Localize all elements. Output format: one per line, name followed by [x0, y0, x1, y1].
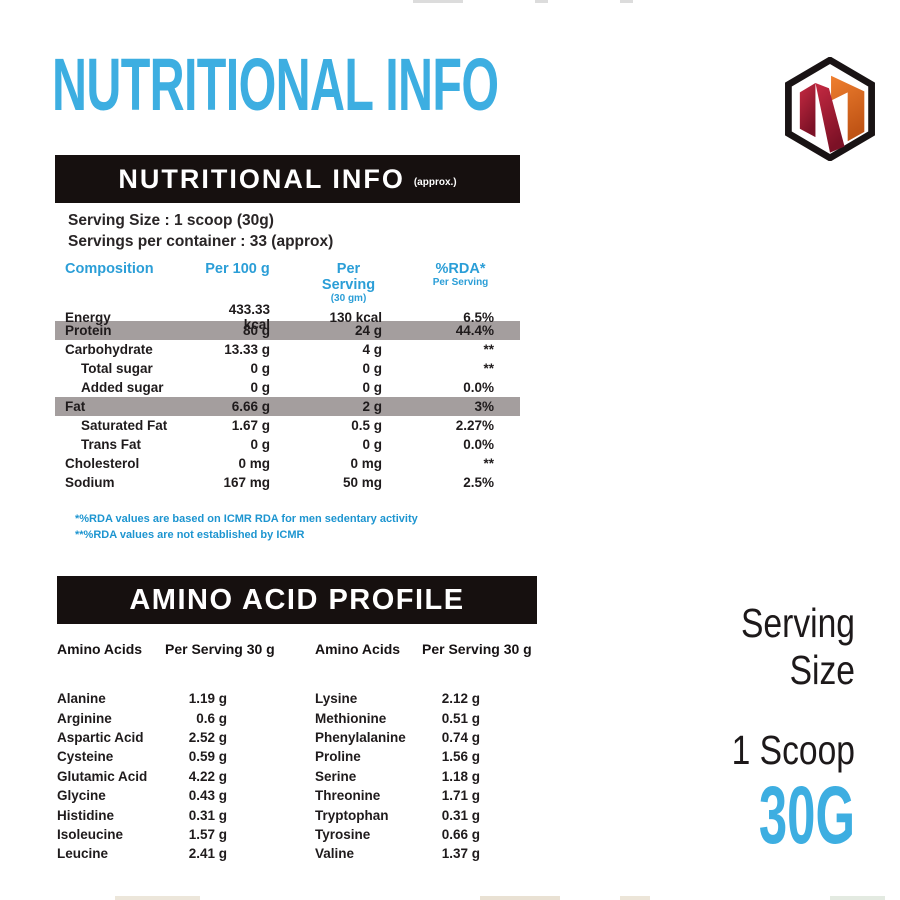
amino-row: Leucine 2.41 g [57, 846, 227, 862]
col-per-100g: Per 100 g [205, 261, 270, 277]
table-row-added-sugar: Added sugar 0 g 0 g 0.0% [81, 380, 494, 395]
footnote-1: *%RDA values are based on ICMR RDA for m… [75, 513, 418, 525]
amino-row: Isoleucine 1.57 g [57, 826, 227, 842]
edge-artifact [480, 896, 560, 900]
amino-row: Serine 1.18 g [315, 768, 480, 784]
amino-row: Arginine 0.6 g [57, 710, 227, 726]
edge-artifact [115, 896, 200, 900]
amino-row: Methionine 0.51 g [315, 710, 480, 726]
callout-weight: 30G [758, 770, 855, 861]
amino-row: Glutamic Acid 4.22 g [57, 768, 227, 784]
table-row-cholesterol: Cholesterol 0 mg 0 mg ** [65, 456, 494, 471]
servings-per-container-line: Servings per container : 33 (approx) [68, 232, 334, 250]
amino-row: Glycine 0.43 g [57, 788, 227, 804]
table-row-sodium: Sodium 167 mg 50 mg 2.5% [65, 475, 494, 490]
col-rda-sub: Per Serving [432, 277, 489, 288]
per-serving-label: Per Serving 30 g [422, 641, 532, 657]
table-row-protein: Protein 80 g 24 g 44.4% [55, 321, 520, 340]
hexagon-n-logo [778, 56, 882, 162]
amino-row: Threonine 1.71 g [315, 788, 480, 804]
amino-acid-header-bar: AMINO ACID PROFILE [57, 576, 537, 624]
edge-artifact [413, 0, 463, 3]
amino-row: Proline 1.56 g [315, 749, 480, 765]
edge-artifact [535, 0, 548, 3]
amino-row: Valine 1.37 g [315, 846, 480, 862]
amino-acids-label: Amino Acids [57, 641, 143, 657]
amino-row: Histidine 0.31 g [57, 807, 227, 823]
nutrition-table-header: Composition Per 100 g Per Serving (30 gm… [55, 261, 520, 304]
col-per-serving: Per Serving (30 gm) [315, 261, 427, 304]
table-row-energy: Energy 433.33 kcal 130 kcal 6.5% [65, 302, 494, 332]
amino-right-list: Lysine 2.12 g Methionine 0.51 g Phenylalan… [315, 689, 537, 864]
rda-footnotes: *%RDA values are based on ICMR RDA for m… [75, 512, 418, 543]
amino-left-list: Alanine 1.19 g Arginine 0.6 g Aspartic Aci… [57, 689, 295, 864]
callout-size: Size [789, 647, 855, 693]
edge-artifact [620, 896, 650, 900]
approx-note: (approx.) [413, 177, 457, 188]
amino-acid-header-title: AMINO ACID PROFILE [129, 583, 465, 616]
amino-row: Tyrosine 0.66 g [315, 826, 480, 842]
serving-size-callout: Serving Size 1 Scoop 30G [700, 600, 855, 861]
callout-serving: Serving [741, 600, 855, 646]
per-serving-label: Per Serving 30 g [165, 641, 275, 657]
amino-table-right: Amino Acids Per Serving 30 g Lysine 2.12 … [315, 641, 537, 864]
serving-size-line: Serving Size : 1 scoop (30g) [68, 212, 274, 229]
table-row-trans-fat: Trans Fat 0 g 0 g 0.0% [81, 437, 494, 452]
table-row-saturated-fat: Saturated Fat 1.67 g 0.5 g 2.27% [81, 418, 494, 433]
page-title: NUTRITIONAL INFO [52, 43, 499, 126]
amino-left-header: Amino Acids Per Serving 30 g [57, 641, 295, 657]
amino-acids-label: Amino Acids [315, 641, 401, 657]
table-row-total-sugar: Total sugar 0 g 0 g ** [81, 361, 494, 376]
callout-scoop: 1 Scoop [731, 727, 855, 773]
amino-row: Alanine 1.19 g [57, 691, 227, 707]
amino-row: Lysine 2.12 g [315, 691, 480, 707]
col-composition: Composition [65, 261, 154, 277]
nutrition-table: Composition Per 100 g Per Serving (30 gm… [55, 261, 520, 492]
table-row-fat: Fat 6.66 g 2 g 3% [55, 397, 520, 416]
amino-row: Phenylalanine 0.74 g [315, 729, 480, 745]
amino-row: Aspartic Acid 2.52 g [57, 729, 227, 745]
footnote-2: **%RDA values are not established by ICM… [75, 528, 305, 541]
amino-row: Cysteine 0.59 g [57, 749, 227, 765]
edge-artifact [620, 0, 633, 3]
amino-row: Tryptophan 0.31 g [315, 807, 480, 823]
nutritional-info-header-bar: NUTRITIONAL INFO (approx.) [55, 155, 520, 203]
table-row-carbohydrate: Carbohydrate 13.33 g 4 g ** [65, 342, 494, 357]
amino-right-header: Amino Acids Per Serving 30 g [315, 641, 537, 657]
hexagon-n-logo-icon [785, 56, 875, 162]
amino-table-left: Amino Acids Per Serving 30 g Alanine 1.19… [57, 641, 295, 864]
col-per-serving-sub: (30 gm) [330, 293, 367, 304]
nutrition-table-body: Energy 433.33 kcal 130 kcal 6.5% Protein… [55, 302, 520, 492]
nutritional-info-header-title: NUTRITIONAL INFO [118, 163, 405, 194]
serving-info: Serving Size : 1 scoop (30g) Servings pe… [68, 211, 333, 252]
edge-artifact [830, 896, 885, 900]
col-rda: %RDA* Per Serving [427, 261, 520, 288]
